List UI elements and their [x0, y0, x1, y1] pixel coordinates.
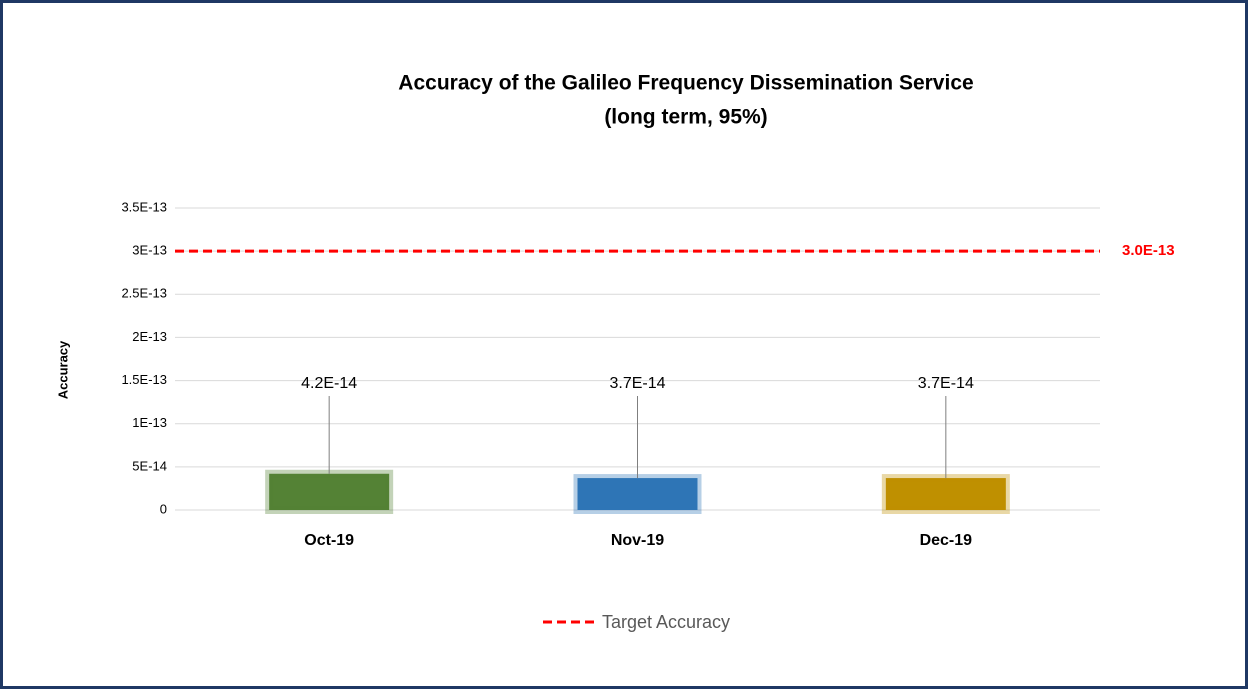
target-label: 3.0E-13: [1122, 242, 1175, 259]
y-tick-label: 3.5E-13: [121, 199, 167, 214]
y-axis-label: Accuracy: [55, 340, 70, 399]
y-tick-label: 1E-13: [132, 415, 167, 430]
y-tick-label: 2.5E-13: [121, 286, 167, 301]
bar: [881, 474, 1010, 514]
y-tick-label: 2E-13: [132, 329, 167, 344]
data-label: 3.7E-14: [918, 375, 974, 392]
x-tick-label: Dec-19: [920, 532, 973, 549]
chart-subtitle: (long term, 95%): [604, 106, 767, 129]
bar: [573, 474, 702, 514]
data-label: 3.7E-14: [609, 375, 665, 392]
chart-title: Accuracy of the Galileo Frequency Dissem…: [398, 72, 973, 95]
y-tick-label: 3E-13: [132, 243, 167, 258]
x-tick-label: Nov-19: [611, 532, 664, 549]
y-tick-label: 1.5E-13: [121, 372, 167, 387]
bar: [265, 469, 394, 515]
y-tick-label: 0: [160, 501, 167, 516]
legend-label: Target Accuracy: [602, 612, 730, 632]
y-tick-label: 5E-14: [132, 458, 167, 473]
data-label: 4.2E-14: [301, 375, 357, 392]
x-tick-label: Oct-19: [304, 532, 354, 549]
